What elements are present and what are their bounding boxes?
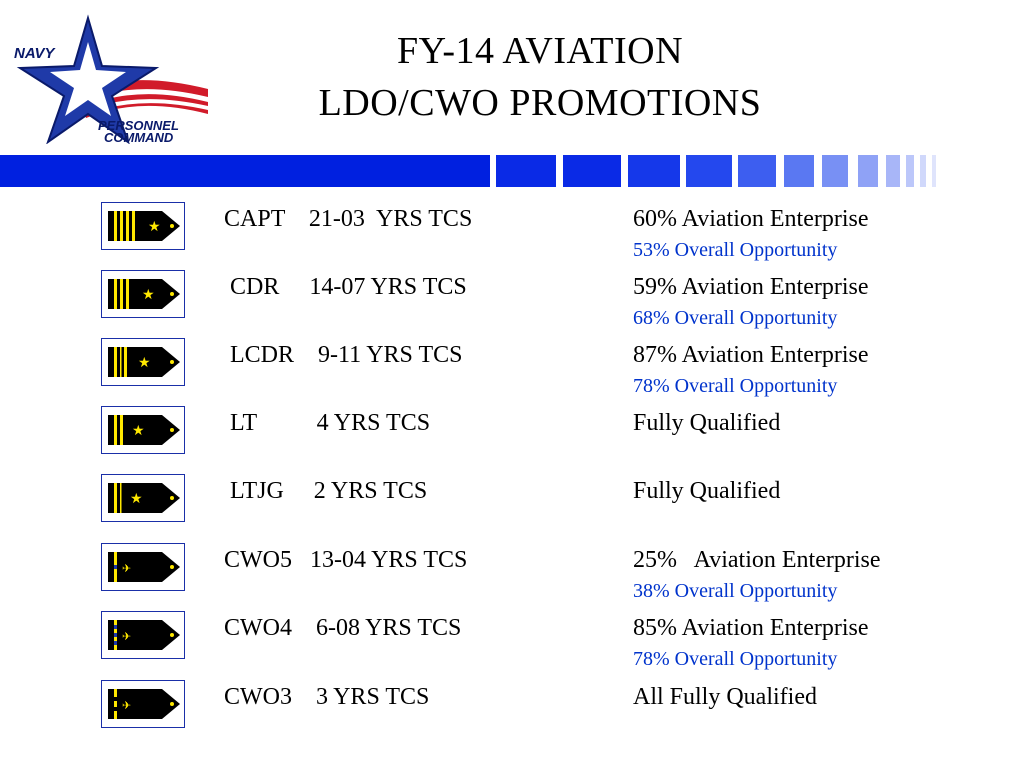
rank-tcs: LCDR 9-11 YRS TCS [224,342,463,368]
cwo3-shoulder-board-icon: ✈ [101,680,185,728]
divider-block [920,155,926,187]
star-flag-logo-icon: NAVY PERSONNEL COMMAND [14,14,208,145]
rank-tcs: LT 4 YRS TCS [224,410,431,436]
rank-tcs: LTJG 2 YRS TCS [224,478,428,504]
page-title-line-2: LDO/CWO PROMOTIONS [318,82,762,124]
promotion-row-cdr: ★ CDR 14-07 YRS TCS 59% Aviation Enterpr… [0,270,1024,329]
aviation-enterprise-stat: 60% Aviation Enterprise [633,206,869,232]
svg-text:NAVY: NAVY [14,45,57,62]
qualification-stat: Fully Qualified [633,478,781,504]
divider-block [886,155,900,187]
svg-text:PERSONNEL: PERSONNEL [98,118,179,133]
svg-text:★: ★ [132,423,145,439]
aviation-enterprise-stat: 87% Aviation Enterprise [633,342,869,368]
header-divider [0,155,1024,187]
qualification-stat: Fully Qualified [633,410,781,436]
promotion-row-lt: ★ LT 4 YRS TCS Fully Qualified [0,406,1024,456]
svg-text:★: ★ [130,491,143,507]
promotion-row-ltjg: ★ LTJG 2 YRS TCS Fully Qualified [0,474,1024,524]
divider-block [822,155,848,187]
divider-block [628,155,680,187]
divider-block [496,155,556,187]
divider-block [784,155,814,187]
rank-tcs: CDR 14-07 YRS TCS [224,274,467,300]
overall-opportunity: 53% Overall Opportunity [633,239,838,261]
promotion-row-capt: ★ CAPT 21-03 YRS TCS 60% Aviation Enterp… [0,202,1024,261]
rank-tcs: CWO3 3 YRS TCS [224,684,430,710]
ltjg-shoulder-board-icon: ★ [101,474,185,522]
overall-opportunity: 78% Overall Opportunity [633,648,838,670]
svg-text:✈: ✈ [122,562,131,575]
divider-block [686,155,732,187]
aviation-enterprise-stat: 25% Aviation Enterprise [633,547,881,573]
cwo4-shoulder-board-icon: ✈ [101,611,185,659]
svg-text:★: ★ [142,287,155,303]
aviation-enterprise-stat: 59% Aviation Enterprise [633,274,869,300]
divider-block [932,155,936,187]
navy-personnel-command-logo: NAVY PERSONNEL COMMAND [8,14,218,145]
promotion-row-cwo5: ✈ CWO5 13-04 YRS TCS 25% Aviation Enterp… [0,543,1024,602]
rank-tcs: CWO5 13-04 YRS TCS [224,547,468,573]
divider-solid-bar [0,155,490,187]
cwo5-shoulder-board-icon: ✈ [101,543,185,591]
divider-block [738,155,776,187]
svg-text:✈: ✈ [122,699,131,712]
rank-tcs: CWO4 6-08 YRS TCS [224,615,462,641]
svg-text:★: ★ [148,219,161,235]
overall-opportunity: 38% Overall Opportunity [633,580,838,602]
overall-opportunity: 78% Overall Opportunity [633,375,838,397]
promotion-row-cwo4: ✈ CWO4 6-08 YRS TCS 85% Aviation Enterpr… [0,611,1024,670]
capt-shoulder-board-icon: ★ [101,202,185,250]
divider-block [563,155,621,187]
qualification-stat: All Fully Qualified [633,684,817,710]
divider-block [906,155,914,187]
aviation-enterprise-stat: 85% Aviation Enterprise [633,615,869,641]
lcdr-shoulder-board-icon: ★ [101,338,185,386]
promotion-row-lcdr: ★ LCDR 9-11 YRS TCS 87% Aviation Enterpr… [0,338,1024,397]
lt-shoulder-board-icon: ★ [101,406,185,454]
svg-text:COMMAND: COMMAND [104,130,174,144]
cdr-shoulder-board-icon: ★ [101,270,185,318]
divider-block [858,155,878,187]
overall-opportunity: 68% Overall Opportunity [633,307,838,329]
svg-text:✈: ✈ [122,630,131,643]
rank-tcs: CAPT 21-03 YRS TCS [224,206,473,232]
svg-text:★: ★ [138,355,151,371]
page-title-line-1: FY-14 AVIATION [396,30,684,72]
promotion-row-cwo3: ✈ CWO3 3 YRS TCS All Fully Qualified [0,680,1024,730]
